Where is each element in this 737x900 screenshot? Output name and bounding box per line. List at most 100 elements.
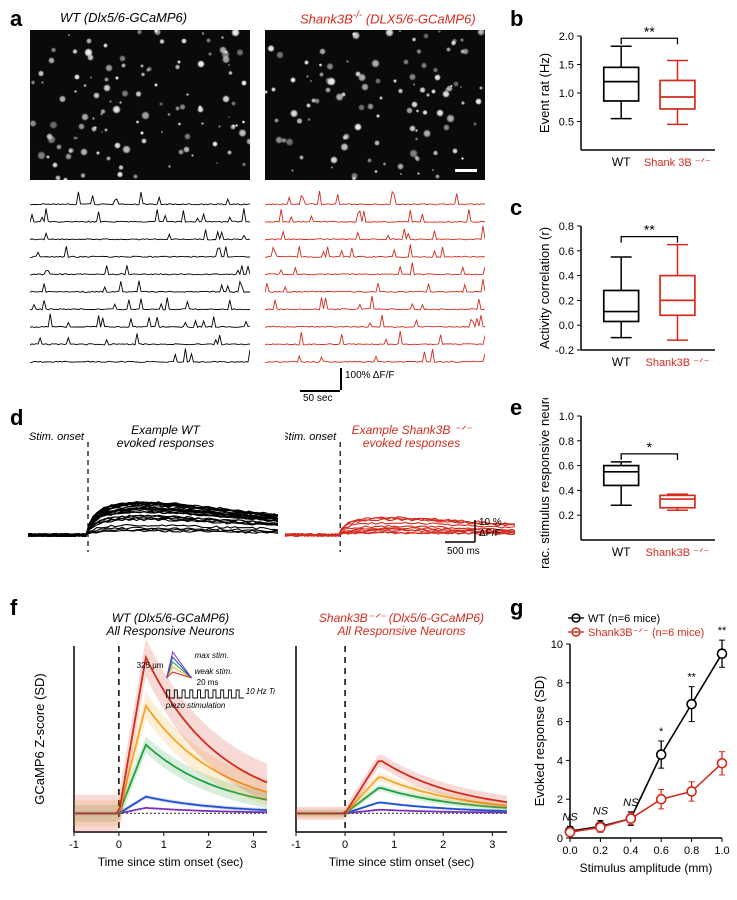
svg-text:2: 2 [440,839,446,851]
svg-text:Time since stim onset (sec): Time since stim onset (sec) [98,855,244,869]
svg-text:**: ** [644,23,655,39]
svg-text:max stim.: max stim. [195,651,229,660]
micrograph-ko [265,30,485,180]
svg-text:1.0: 1.0 [559,88,574,100]
svg-text:20 ms: 20 ms [197,678,219,687]
svg-text:WT: WT [612,545,631,559]
svg-text:Shank3B ⁻ᐟ⁻: Shank3B ⁻ᐟ⁻ [645,547,709,559]
svg-text:0.6: 0.6 [654,845,669,857]
svg-text:3: 3 [489,839,495,851]
svg-text:Shank3B⁻ᐟ⁻ (Dlx5/6-GCaMP6): Shank3B⁻ᐟ⁻ (Dlx5/6-GCaMP6) [319,611,484,625]
svg-text:0.0: 0.0 [562,845,577,857]
svg-text:Example WT: Example WT [131,423,201,437]
svg-text:NS: NS [562,811,578,823]
micrograph-scalebar [455,169,477,172]
boxplot-e: 0.20.40.60.81.0Frac. stimulus responsive… [535,398,725,568]
evoked-ko: Stim. onset Example Shank3B ⁻ᐟ⁻evoked res… [285,420,515,570]
svg-text:10: 10 [551,639,563,651]
label-e: e [510,395,522,421]
svg-text:WT (Dlx5/6-GCaMP6): WT (Dlx5/6-GCaMP6) [112,611,229,625]
boxplot-b: 0.51.01.52.0Event rat (Hz)**WTShank 3B ⁻… [535,18,725,178]
svg-text:3: 3 [250,839,256,851]
label-c: c [510,195,522,221]
svg-text:2: 2 [557,794,563,806]
svg-text:0.8: 0.8 [559,436,574,448]
panel-a-title-ko: Shank3B-/- (DLX5/6-GCaMP6) [300,10,476,26]
svg-text:1.5: 1.5 [559,60,574,72]
svg-text:325 µm: 325 µm [137,661,164,670]
traces-wt [30,190,250,365]
svg-text:0.5: 0.5 [559,117,574,129]
svg-text:0.8: 0.8 [559,221,574,233]
svg-text:WT: WT [612,155,631,169]
zscore-ko: -1 0 1 2 3 Time since stim onset (sec) Shank3B… [280,610,515,870]
svg-text:**: ** [687,672,696,684]
svg-text:0.2: 0.2 [559,510,574,522]
svg-text:1: 1 [161,839,167,851]
svg-text:0.4: 0.4 [623,845,638,857]
micrograph-wt [30,30,250,180]
svg-text:0.4: 0.4 [559,271,574,283]
svg-text:2: 2 [206,839,212,851]
svg-text:Example Shank3B ⁻ᐟ⁻: Example Shank3B ⁻ᐟ⁻ [352,423,473,437]
svg-text:-1: -1 [291,839,301,851]
svg-text:piezo stimulation: piezo stimulation [165,701,226,710]
svg-text:4: 4 [557,755,563,767]
boxplot-c: -0.20.00.20.40.60.8Activity correlation … [535,208,725,378]
label-b: b [510,6,523,32]
label-g: g [510,595,523,621]
svg-text:Stim. onset: Stim. onset [285,431,337,443]
svg-text:**: ** [644,222,655,238]
svg-text:NS: NS [593,806,609,818]
svg-text:10 %: 10 % [479,517,502,528]
trace-scale-x-label: 50 sec [303,393,332,404]
svg-text:Shank3B ⁻ᐟ⁻: Shank3B ⁻ᐟ⁻ [645,357,709,369]
svg-text:evoked responses: evoked responses [117,436,214,450]
traces-ko [265,190,485,365]
svg-text:10 Hz Train: 10 Hz Train [246,687,275,696]
svg-text:Activity correlation (r): Activity correlation (r) [537,227,552,349]
svg-text:0.8: 0.8 [684,845,699,857]
svg-text:All Responsive Neurons: All Responsive Neurons [105,624,234,638]
svg-text:0.2: 0.2 [559,295,574,307]
svg-text:*: * [647,439,653,455]
svg-text:All Responsive Neurons: All Responsive Neurons [336,624,465,638]
label-d: d [10,405,23,431]
svg-text:6: 6 [557,717,563,729]
trace-scale-y [340,368,342,390]
svg-text:8: 8 [557,678,563,690]
svg-text:Shank3B⁻ᐟ⁻ (n=6 mice): Shank3B⁻ᐟ⁻ (n=6 mice) [588,627,704,639]
svg-text:Frac. stimulus responsive neur: Frac. stimulus responsive neurons [537,398,552,568]
panel-a-title-wt: WT (Dlx5/6-GCaMP6) [60,10,187,25]
svg-text:0: 0 [342,839,348,851]
svg-text:WT (n=6 mice): WT (n=6 mice) [588,613,660,625]
svg-text:0: 0 [116,839,122,851]
label-f: f [10,595,17,621]
dose-response-plot: 02468100.00.20.40.60.81.0Evoked response… [530,608,730,878]
svg-text:1.0: 1.0 [559,411,574,423]
trace-scale-x [300,390,340,392]
svg-text:0.2: 0.2 [593,845,608,857]
svg-text:GCaMP6 Z-score (SD): GCaMP6 Z-score (SD) [32,673,47,804]
trace-scale-y-label: 100% ΔF/F [345,370,394,381]
svg-text:-0.2: -0.2 [555,345,574,357]
svg-text:evoked responses: evoked responses [363,436,460,450]
svg-text:Event rat (Hz): Event rat (Hz) [537,53,552,133]
svg-text:2.0: 2.0 [559,31,574,43]
svg-text:1: 1 [391,839,397,851]
svg-text:0.4: 0.4 [559,485,574,497]
svg-text:ΔF/F: ΔF/F [479,528,501,539]
svg-text:Evoked response (SD): Evoked response (SD) [532,676,547,807]
svg-text:Stim. onset: Stim. onset [29,431,85,443]
evoked-wt: Stim. onset Example WTevoked responses [28,420,278,570]
svg-text:**: ** [718,625,727,637]
svg-text:1.0: 1.0 [714,845,729,857]
svg-text:-1: -1 [69,839,79,851]
svg-text:0.6: 0.6 [559,246,574,258]
svg-text:WT: WT [612,355,631,369]
svg-text:Time since stim onset (sec): Time since stim onset (sec) [329,855,475,869]
svg-text:Stimulus amplitude (mm): Stimulus amplitude (mm) [580,861,713,875]
svg-text:*: * [659,726,664,738]
svg-text:500 ms: 500 ms [447,546,480,557]
label-a: a [10,6,22,32]
